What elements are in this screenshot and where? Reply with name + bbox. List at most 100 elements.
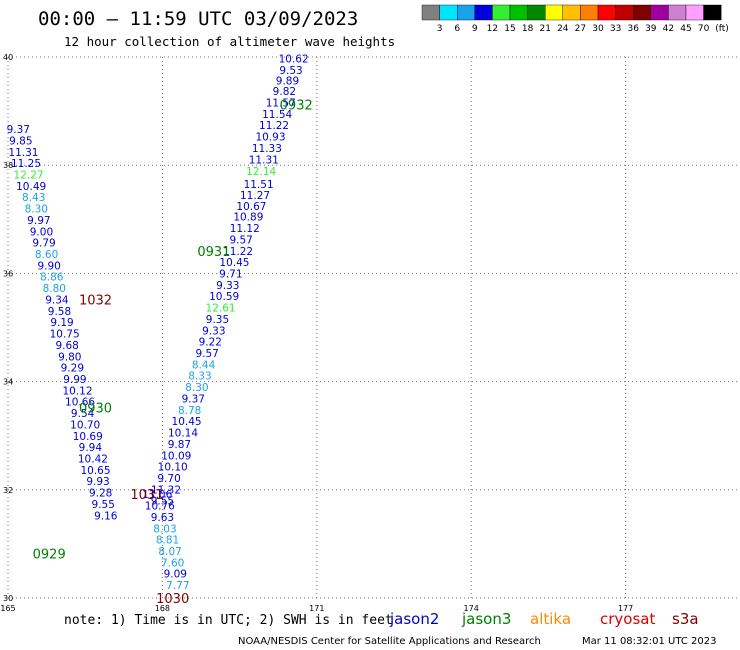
wave-height-label: 10.69 <box>73 431 103 443</box>
x-tick-label: 165 <box>0 604 15 613</box>
wave-height-label: 10.45 <box>172 416 202 428</box>
y-tick-label: 34 <box>3 378 13 387</box>
x-tick-label: 171 <box>309 604 324 613</box>
footer-timestamp: Mar 11 08:32:01 UTC 2023 <box>582 636 717 647</box>
wave-height-label: 11.57 <box>266 98 296 110</box>
wave-height-label: 10.42 <box>78 454 108 466</box>
wave-height-label: 11.33 <box>252 143 282 155</box>
x-tick-label: 174 <box>464 604 479 613</box>
wave-height-label: 9.94 <box>79 442 103 454</box>
wave-height-label: 9.54 <box>71 408 95 420</box>
colorbar-swatch <box>580 4 599 21</box>
wave-height-label: 10.12 <box>62 385 92 397</box>
wave-height-label: 8.07 <box>158 546 181 558</box>
wave-height-label: 10.75 <box>50 329 80 341</box>
colorbar-swatch <box>509 4 528 21</box>
wave-height-label: 10.76 <box>145 501 175 513</box>
colorbar-swatch <box>421 4 440 21</box>
wave-height-label: 9.68 <box>55 340 78 352</box>
wave-height-label: 9.37 <box>182 393 205 405</box>
wave-height-label: 11.31 <box>249 154 279 166</box>
y-tick-label: 38 <box>3 161 13 170</box>
wave-height-label: 8.43 <box>22 192 45 204</box>
wave-height-label: 9.09 <box>164 569 187 581</box>
wave-height-label: 9.70 <box>157 473 180 485</box>
legend-item-jason3: jason3 <box>461 610 511 628</box>
wave-height-label: 9.37 <box>7 124 30 136</box>
wave-height-label: 9.55 <box>92 499 115 511</box>
wave-height-label: 9.58 <box>48 306 71 318</box>
wave-height-label: 11.06 <box>142 489 172 501</box>
wave-height-label: 8.30 <box>185 382 208 394</box>
wave-height-label: 9.00 <box>30 226 53 238</box>
wave-height-label: 10.70 <box>70 419 100 431</box>
colorbar-tick-label: 18 <box>522 24 534 34</box>
wave-height-label: 11.31 <box>8 147 38 159</box>
grid <box>7 56 740 599</box>
colorbar-tick-label: 70 <box>698 24 710 34</box>
wave-height-label: 11.32 <box>151 484 181 496</box>
wave-height-label: 9.71 <box>219 268 242 280</box>
wave-height-label: 9.55 <box>151 496 174 508</box>
wave-height-label: 10.89 <box>233 212 263 224</box>
colorbar-tick-label: 12 <box>487 24 498 34</box>
wave-height-label: 10.65 <box>80 465 110 477</box>
wave-height-label: 11.51 <box>244 179 274 191</box>
colorbar-tick-label: 30 <box>592 24 604 34</box>
pass-time-label: 1030 <box>156 592 189 607</box>
pass-time-label: 1031 <box>130 488 163 503</box>
colorbar-tick-label: 15 <box>504 24 515 34</box>
colorbar-swatch <box>562 4 581 21</box>
colorbar-swatch <box>615 4 634 21</box>
wave-height-label: 9.79 <box>32 238 55 250</box>
colorbar-swatch <box>703 4 722 21</box>
wave-height-label: 10.66 <box>65 397 95 409</box>
colorbar-tick-label: 42 <box>663 24 674 34</box>
wave-height-label: 10.59 <box>209 291 239 303</box>
axis-ticks: 165 168 171 174 177 30 32 34 36 38 40 <box>0 53 633 613</box>
pass-time-label: 0930 <box>79 402 112 417</box>
colorbar-swatch <box>633 4 652 21</box>
colorbar-swatch <box>474 4 493 21</box>
wave-height-label: 9.89 <box>276 75 299 87</box>
wave-height-label: 11.25 <box>11 158 41 170</box>
wave-height-label: 9.80 <box>58 351 81 363</box>
satellite-legend: jason2 jason3 altika cryosat s3a <box>389 610 699 628</box>
legend-item-altika: altika <box>530 610 571 628</box>
pass-time-label: 0932 <box>280 99 313 114</box>
wave-height-values: 10.629.539.899.8211.5711.5411.2210.9311.… <box>7 54 309 592</box>
colorbar-swatch <box>545 4 564 21</box>
colorbar-swatch <box>492 4 511 21</box>
wave-height-label: 8.78 <box>178 405 201 417</box>
footer-credit: NOAA/NESDIS Center for Satellite Applica… <box>238 636 541 647</box>
colorbar-tick-label: 33 <box>610 24 621 34</box>
wave-height-label: 10.67 <box>236 201 266 213</box>
pass-time-label: 0931 <box>197 245 230 260</box>
wave-height-label: 7.60 <box>161 557 184 569</box>
colorbar-tick-label: 24 <box>557 24 569 34</box>
wave-height-label: 10.14 <box>168 428 198 440</box>
wave-height-label: 9.63 <box>151 512 174 524</box>
wave-height-label: 8.30 <box>25 204 48 216</box>
wave-height-label: 9.16 <box>94 510 118 522</box>
wave-height-label: 10.93 <box>255 132 285 144</box>
wave-height-label: 10.09 <box>161 450 191 462</box>
x-tick-label: 177 <box>618 604 633 613</box>
wave-height-label: 7.77 <box>166 580 189 592</box>
y-tick-label: 36 <box>3 269 13 278</box>
wave-height-label: 9.33 <box>216 280 239 292</box>
colorbar-tick-label: 45 <box>680 24 691 34</box>
wave-height-label: 8.03 <box>153 523 176 535</box>
wave-height-label: 8.44 <box>192 359 216 371</box>
colorbar-swatch <box>650 4 669 21</box>
colorbar-swatch <box>597 4 616 21</box>
wave-height-label: 9.53 <box>279 65 302 77</box>
pass-time-label: 0929 <box>33 548 66 563</box>
wave-height-label: 9.35 <box>206 314 229 326</box>
wave-height-label: 9.33 <box>202 325 225 337</box>
colorbar-swatch <box>439 4 458 21</box>
wave-height-label: 9.22 <box>199 337 222 349</box>
colorbar-unit: (ft) <box>715 24 729 34</box>
wave-height-label: 8.33 <box>188 371 211 383</box>
wave-height-label: 11.54 <box>262 109 292 121</box>
